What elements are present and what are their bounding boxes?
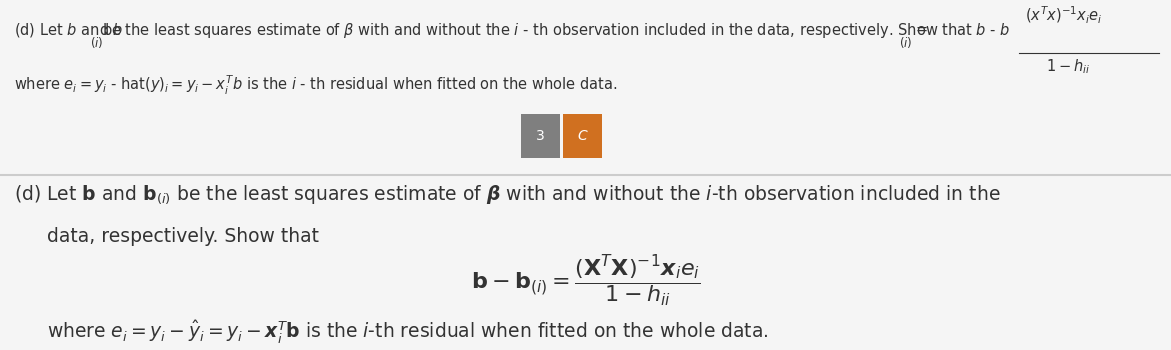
FancyBboxPatch shape [563,114,602,158]
Text: $\mathbf{b} - \mathbf{b}_{(i)} = \dfrac{(\mathbf{X}^T\mathbf{X})^{-1}\boldsymbol: $\mathbf{b} - \mathbf{b}_{(i)} = \dfrac{… [471,254,700,309]
Text: (d) Let $\mathbf{b}$ and $\mathbf{b}_{(i)}$ be the least squares estimate of $\b: (d) Let $\mathbf{b}$ and $\mathbf{b}_{(i… [14,184,1000,206]
Text: where $e_i = y_i - \hat{y}_i = y_i - \boldsymbol{x}_i^T\mathbf{b}$ is the $i$-th: where $e_i = y_i - \hat{y}_i = y_i - \bo… [47,318,768,346]
FancyBboxPatch shape [521,114,560,158]
Text: data, respectively. Show that: data, respectively. Show that [47,228,319,246]
Text: $(i)$: $(i)$ [90,35,103,50]
Text: (d) Let $b$ and $b$: (d) Let $b$ and $b$ [14,21,124,39]
Text: $1 - h_{ii}$: $1 - h_{ii}$ [1046,58,1090,76]
Text: $(x^T x)^{-1} x_i e_i$: $(x^T x)^{-1} x_i e_i$ [1025,5,1102,26]
Text: 3: 3 [536,129,545,143]
Text: $=$: $=$ [913,21,929,36]
Text: where $e_i = y_i$ - hat$(y)_i = y_i - x_i^T b$ is the $i$ - th residual when fit: where $e_i = y_i$ - hat$(y)_i = y_i - x_… [14,74,617,97]
Text: C: C [577,129,588,143]
Text: be the least squares estimate of $\beta$ with and without the $i$ - th observati: be the least squares estimate of $\beta$… [102,21,1011,40]
Text: $(i)$: $(i)$ [899,35,912,50]
